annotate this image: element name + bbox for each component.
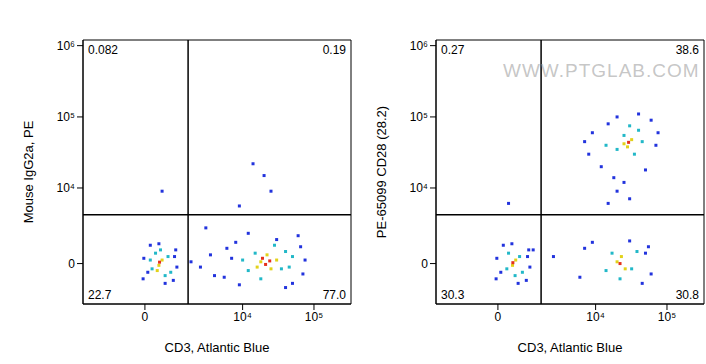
svg-text:CD3, Atlantic Blue: CD3, Atlantic Blue: [518, 340, 623, 355]
svg-text:0.27: 0.27: [441, 43, 465, 57]
svg-text:22.7: 22.7: [88, 288, 112, 302]
svg-text:30.8: 30.8: [676, 288, 698, 302]
svg-text:10⁶: 10⁶: [57, 39, 75, 53]
svg-text:10⁴: 10⁴: [409, 181, 428, 195]
svg-text:10⁵: 10⁵: [305, 310, 323, 324]
svg-text:Mouse IgG2a, PE: Mouse IgG2a, PE: [21, 120, 36, 223]
svg-text:30.3: 30.3: [441, 288, 465, 302]
svg-text:0.19: 0.19: [323, 43, 347, 57]
svg-text:CD3, Atlantic Blue: CD3, Atlantic Blue: [165, 340, 270, 355]
svg-text:10⁵: 10⁵: [658, 310, 676, 324]
svg-text:10⁵: 10⁵: [410, 110, 428, 124]
svg-text:10⁴: 10⁴: [586, 310, 605, 324]
svg-text:10⁵: 10⁵: [57, 110, 75, 124]
svg-text:0: 0: [495, 310, 502, 324]
svg-text:10⁶: 10⁶: [410, 39, 428, 53]
svg-text:10⁴: 10⁴: [233, 310, 252, 324]
svg-text:77.0: 77.0: [323, 288, 347, 302]
svg-text:PE-65099 CD28 (28.2): PE-65099 CD28 (28.2): [374, 106, 389, 238]
html-text:WWW.PTGLAB.COM: WWW.PTGLAB.COM: [503, 60, 700, 81]
svg-text:0: 0: [421, 257, 428, 271]
svg-text:0: 0: [68, 257, 75, 271]
svg-text:0: 0: [142, 310, 149, 324]
svg-text:38.6: 38.6: [676, 43, 698, 57]
svg-text:0.082: 0.082: [88, 43, 118, 57]
svg-text:10⁴: 10⁴: [56, 181, 75, 195]
